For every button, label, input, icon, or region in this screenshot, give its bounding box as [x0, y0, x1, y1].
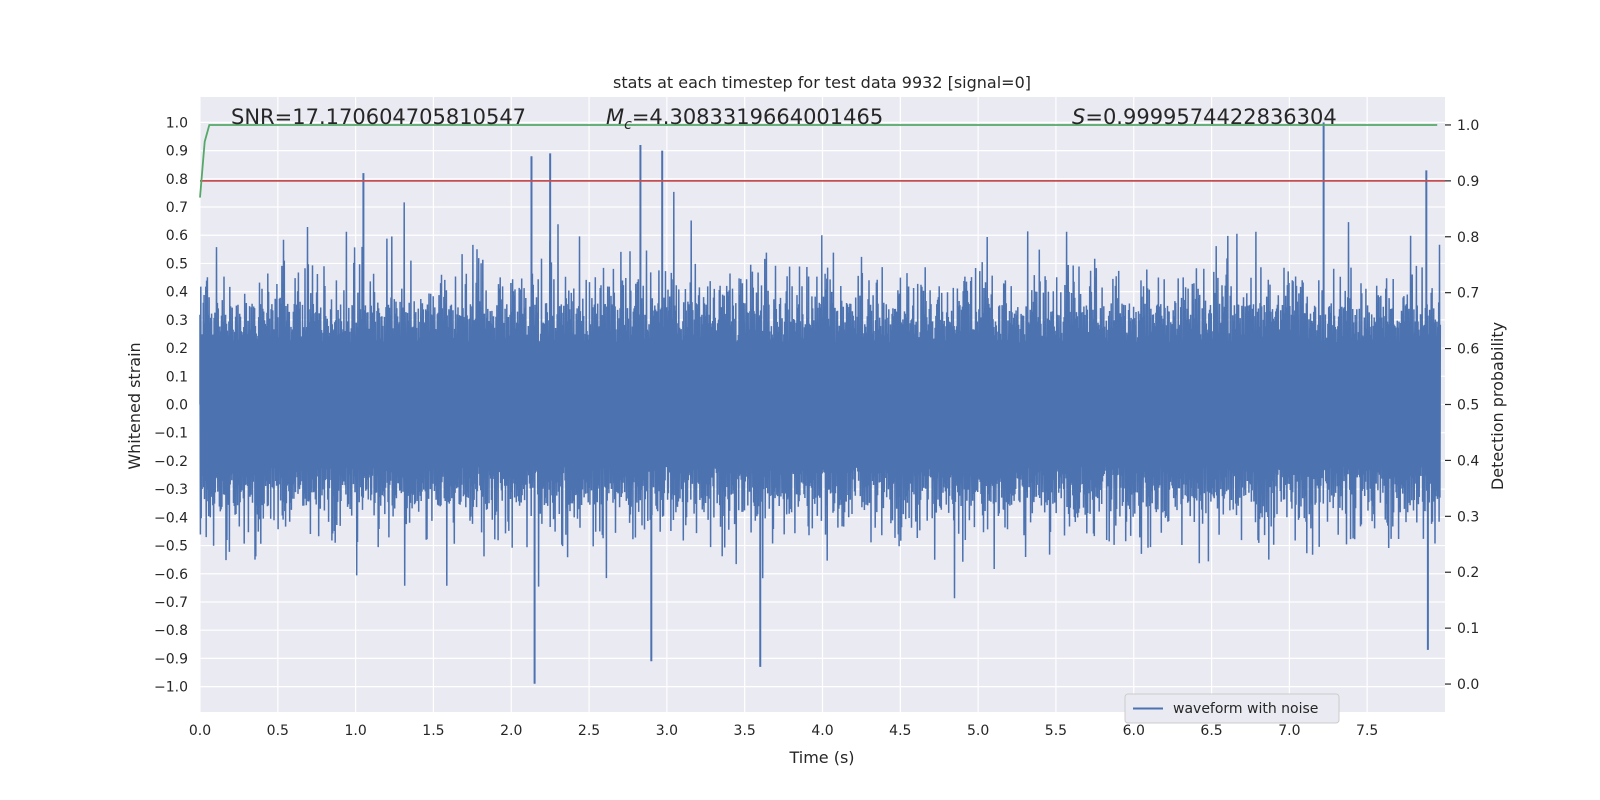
x-tick-label: 0.5: [267, 723, 289, 739]
y-tick-label: −0.8: [154, 623, 188, 639]
chirp-mass-symbol: M: [606, 105, 624, 129]
y-tick-label: 0.0: [166, 398, 188, 414]
x-tick-label: 6.0: [1123, 723, 1145, 739]
y-tick-label: −0.4: [154, 510, 188, 526]
x-tick-label: 7.0: [1278, 723, 1300, 739]
y-tick-label: 1.0: [166, 115, 188, 131]
y2-axis-label: Detection probability: [1488, 322, 1507, 490]
probability-line: [199, 124, 1438, 198]
x-tick-label: 0.0: [189, 723, 211, 739]
x-tick-label: 5.5: [1045, 723, 1067, 739]
y-tick-label: −0.1: [154, 426, 188, 442]
y2-tick-label: 0.3: [1457, 509, 1479, 525]
y-tick-label: −0.3: [154, 482, 188, 498]
x-tick-label: 6.5: [1200, 723, 1222, 739]
y2-tick-label: 0.0: [1457, 677, 1479, 693]
y-tick-label: −0.6: [154, 567, 188, 583]
legend-box: [1124, 693, 1340, 724]
score-value: =0.9999574422836304: [1085, 105, 1336, 129]
y-tick-label: 0.1: [166, 369, 188, 385]
waveform-core: [200, 348, 1441, 461]
x-axis-label: Time (s): [788, 748, 854, 767]
y-tick-label: −1.0: [154, 680, 188, 696]
x-tick-label: 5.0: [967, 723, 989, 739]
x-tick-label: 3.5: [734, 723, 756, 739]
y-tick-label: −0.5: [154, 539, 188, 555]
y-tick-label: −0.7: [154, 595, 188, 611]
probability-series: [199, 124, 1445, 198]
y-tick-label: 0.2: [166, 341, 188, 357]
x-axis-ticks: 0.0 0.5 1.0 1.5 2.0 2.5 3.0 3.5 4.0 4.5 5.0 5.5 6.0 6…: [189, 723, 1378, 739]
y2-tick-label: 0.4: [1457, 453, 1479, 469]
legend: waveform with noise: [1124, 693, 1340, 724]
y2-tick-label: 0.1: [1457, 621, 1479, 637]
legend-label: waveform with noise: [1173, 701, 1318, 717]
chart-title: stats at each timestep for test data 993…: [613, 73, 1031, 92]
y2-tick-label: 1.0: [1457, 118, 1479, 134]
y2-tick-label: 0.9: [1457, 174, 1479, 190]
chirp-mass-label: Mc=4.3083319664001465: [606, 105, 883, 133]
x-tick-label: 4.5: [889, 723, 911, 739]
score-label: S=0.9999574422836304: [1072, 105, 1337, 129]
y-tick-label: 0.9: [166, 144, 188, 160]
y-tick-label: 0.8: [166, 172, 188, 188]
y2-tick-label: 0.2: [1457, 565, 1479, 581]
snr-label: SNR=17.170604705810547: [231, 105, 526, 129]
y-tick-label: 0.7: [166, 200, 188, 216]
y-tick-label: 0.3: [166, 313, 188, 329]
x-tick-label: 3.0: [656, 723, 678, 739]
score-symbol: S: [1072, 105, 1085, 129]
y-axis-ticks: 1.0 0.9 0.8 0.7 0.6 0.5 0.4 0.3 0.2 0.1 0.0 −0.1 −0.…: [154, 115, 188, 695]
y-tick-label: −0.9: [154, 651, 188, 667]
y2-tick-label: 0.8: [1457, 230, 1479, 246]
x-tick-label: 4.0: [811, 723, 833, 739]
y-tick-label: 0.5: [166, 256, 188, 272]
x-tick-label: 2.5: [578, 723, 600, 739]
y-tick-label: 0.6: [166, 228, 188, 244]
y-tick-label: −0.2: [154, 454, 188, 470]
x-tick-label: 1.0: [344, 723, 366, 739]
y-tick-label: 0.4: [166, 285, 188, 301]
y2-tick-label: 0.5: [1457, 398, 1479, 414]
y2-axis-ticks: 1.0 0.9 0.8 0.7 0.6 0.5 0.4 0.3 0.2 0.1 0.0: [1445, 118, 1479, 693]
x-tick-label: 7.5: [1356, 723, 1378, 739]
y-axis-label: Whitened strain: [125, 342, 144, 469]
y2-tick-label: 0.7: [1457, 286, 1479, 302]
y2-tick-label: 0.6: [1457, 342, 1479, 358]
x-tick-label: 2.0: [500, 723, 522, 739]
waveform-series: [199, 122, 1442, 684]
chirp-mass-subscript: c: [624, 117, 632, 133]
x-tick-label: 1.5: [422, 723, 444, 739]
chirp-mass-value: =4.3083319664001465: [632, 105, 883, 129]
